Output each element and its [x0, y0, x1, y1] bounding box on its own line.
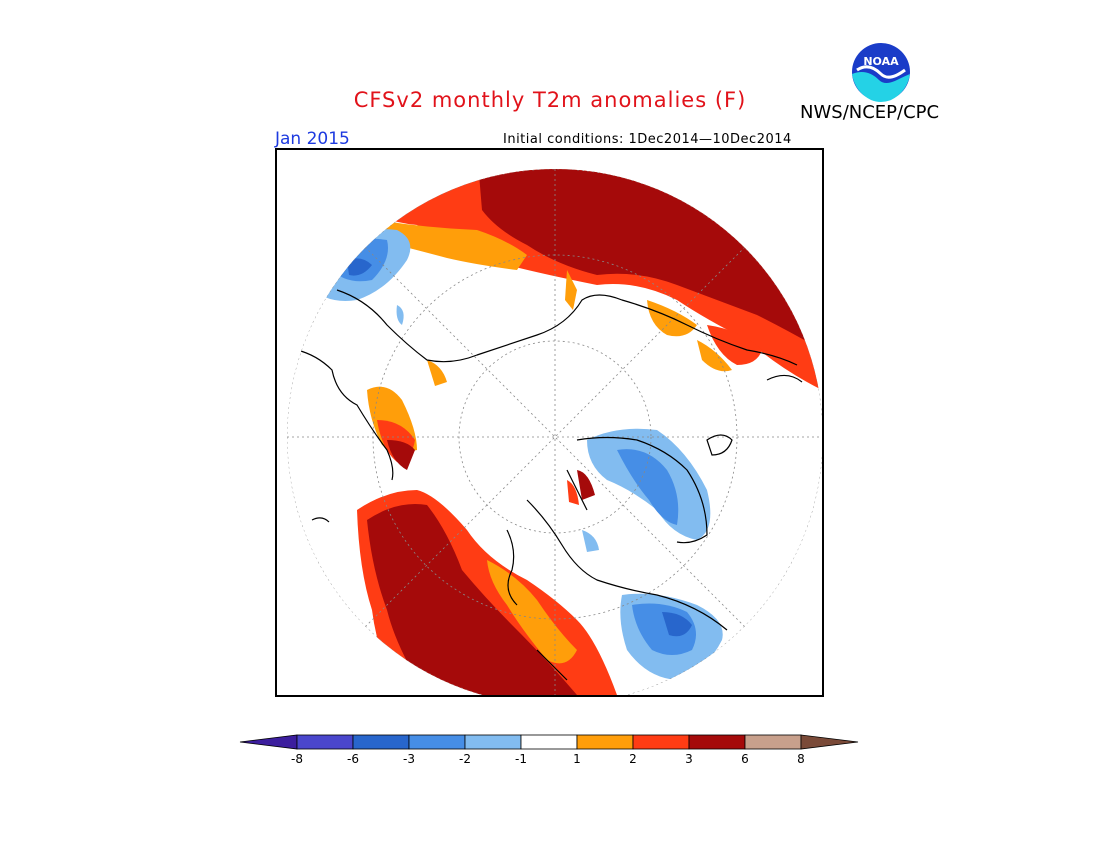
initial-conditions: Initial conditions: 1Dec2014—10Dec2014: [503, 132, 792, 147]
colorbar-tick-label: -8: [291, 752, 303, 766]
colorbar-bin-9: [744, 734, 802, 750]
colorbar-tick-label: 8: [797, 752, 805, 766]
anomaly-warm-west: [367, 360, 447, 470]
coastlines: [296, 289, 803, 681]
colorbar-tick-label: -3: [403, 752, 415, 766]
anomaly-warm-america: [357, 490, 617, 695]
colorbar-bin-6: [576, 734, 634, 750]
colorbar-arrow-low: [239, 734, 298, 750]
colorbar-bin-5: [520, 734, 578, 750]
colorbar-bin-4: [464, 734, 522, 750]
noaa-logo: NOAA: [850, 41, 912, 103]
colorbar-bin-3: [408, 734, 466, 750]
agency-label: NWS/NCEP/CPC: [800, 102, 940, 123]
colorbar-tick-label: 2: [629, 752, 637, 766]
colorbar-tick-label: -1: [515, 752, 527, 766]
colorbar-bin-7: [632, 734, 690, 750]
colorbar: [239, 734, 859, 750]
forecast-month: Jan 2015: [275, 129, 350, 149]
anomaly-cold-atlantic: [307, 229, 411, 325]
colorbar-tick-label: -2: [459, 752, 471, 766]
anomaly-cold-northeast: [582, 530, 723, 680]
anomaly-cold-siberia: [567, 428, 711, 540]
polar-map: [275, 148, 824, 697]
colorbar-tick-label: -6: [347, 752, 359, 766]
logo-text: NOAA: [863, 55, 899, 68]
colorbar-arrow-high: [800, 734, 859, 750]
colorbar-bin-2: [352, 734, 410, 750]
colorbar-tick-label: 1: [573, 752, 581, 766]
anomaly-warm-eurasia: [367, 169, 822, 390]
colorbar-tick-label: 6: [741, 752, 749, 766]
colorbar-bin-1: [296, 734, 354, 750]
map-title: CFSv2 monthly T2m anomalies (F): [353, 88, 747, 112]
colorbar-tick-label: 3: [685, 752, 693, 766]
colorbar-bin-8: [688, 734, 746, 750]
